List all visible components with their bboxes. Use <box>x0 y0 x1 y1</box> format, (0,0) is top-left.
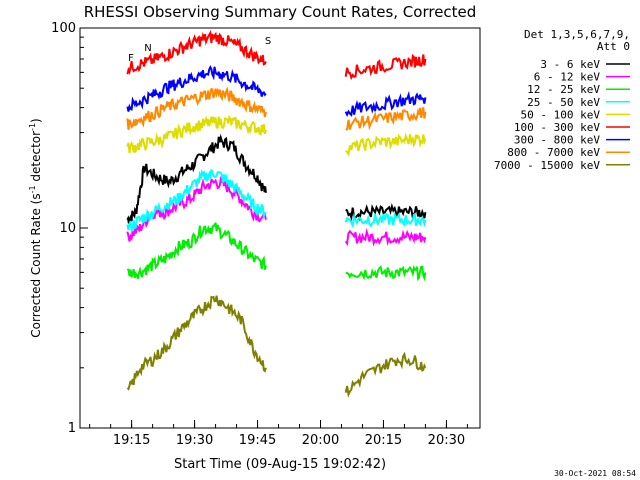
y-axis-label-mid: detector <box>29 131 43 186</box>
legend-label-5: 100 - 300 keV <box>514 121 600 134</box>
series-2-segment-0 <box>126 222 267 279</box>
legend-label-2: 12 - 25 keV <box>527 83 600 96</box>
y-axis-label-end: ) <box>29 118 43 123</box>
y-axis-label-sup-2: -1 <box>28 123 37 131</box>
y-tick-label-0: 1 <box>68 421 76 436</box>
series-7-segment-1 <box>345 107 427 131</box>
y-tick-label-1: 10 <box>59 221 76 236</box>
x-tick-label-4: 20:15 <box>365 433 402 448</box>
series-7-segment-0 <box>126 86 267 130</box>
series-0-segment-0 <box>126 133 267 224</box>
series-5-segment-1 <box>344 53 427 81</box>
x-tick-label-3: 20:00 <box>302 433 339 448</box>
series-8-segment-1 <box>344 351 427 398</box>
series-6-segment-0 <box>126 65 267 112</box>
y-axis-label-main: Corrected Count Rate (s <box>29 193 43 337</box>
series-4-segment-1 <box>345 132 427 157</box>
series-2-segment-1 <box>345 265 427 282</box>
legend-header-line-1: Det 1,3,5,6,7,9, <box>524 28 630 41</box>
series-8-segment-0 <box>126 295 267 391</box>
x-tick-label-1: 19:30 <box>176 433 213 448</box>
chart-title: RHESSI Observing Summary Count Rates, Co… <box>84 3 477 21</box>
legend-header-line-2: Att 0 <box>597 40 630 53</box>
annotation-F: F <box>128 53 134 64</box>
y-axis-label-sup-1: -1 <box>28 185 37 193</box>
legend-label-3: 25 - 50 keV <box>527 96 600 109</box>
x-axis-label: Start Time (09-Aug-15 19:02:42) <box>174 457 386 472</box>
timestamp: 30-Oct-2021 08:54 <box>554 469 636 478</box>
legend-label-4: 50 - 100 keV <box>521 108 601 121</box>
x-tick-label-5: 20:30 <box>428 433 465 448</box>
annotation-S: S <box>265 36 271 47</box>
legend-label-1: 6 - 12 keV <box>534 71 601 84</box>
x-tick-label-2: 19:45 <box>239 433 276 448</box>
series-3-segment-1 <box>344 212 427 229</box>
annotation-N: N <box>144 43 151 54</box>
y-tick-label-2: 100 <box>51 21 76 36</box>
legend-label-0: 3 - 6 keV <box>540 58 600 71</box>
legend-label-7: 800 - 7000 keV <box>507 146 600 159</box>
series-6-segment-1 <box>344 90 427 117</box>
series-1-segment-1 <box>344 227 427 247</box>
plot-area: NF S <box>126 29 427 398</box>
x-tick-label-0: 19:15 <box>113 433 150 448</box>
legend-label-6: 300 - 800 keV <box>514 134 600 147</box>
series-4-segment-0 <box>126 114 267 154</box>
y-axis-label: Corrected Count Rate (s-1 detector-1) <box>28 118 43 337</box>
series-1-segment-0 <box>126 175 267 242</box>
y-axis: 1 10 100 <box>51 21 88 436</box>
series-5-segment-0 <box>126 29 267 75</box>
series-3-segment-0 <box>126 169 267 234</box>
legend-label-8: 7000 - 15000 keV <box>494 159 600 172</box>
x-axis: 19:15 19:30 19:45 20:00 20:15 20:30 <box>89 420 468 448</box>
